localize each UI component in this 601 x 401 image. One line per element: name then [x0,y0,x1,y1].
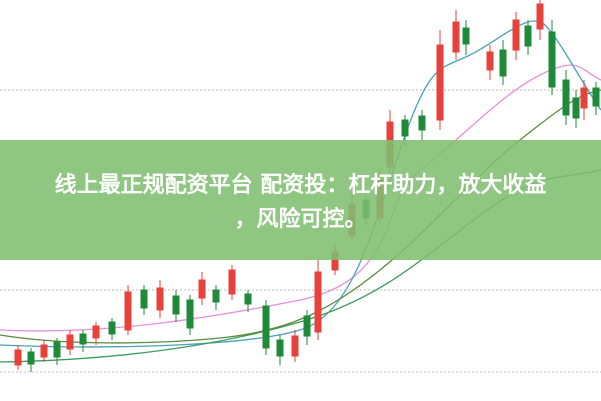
candles [14,0,600,372]
banner: 线上最正规配资平台 配资投：杠杆助力，放大收益 ，风险可控。 [0,140,601,260]
guide-lines [0,89,601,373]
banner-text: ，风险可控。 [234,207,367,232]
banner-text: 线上最正规配资平台 配资投：杠杆助力，放大收益 [54,173,547,198]
